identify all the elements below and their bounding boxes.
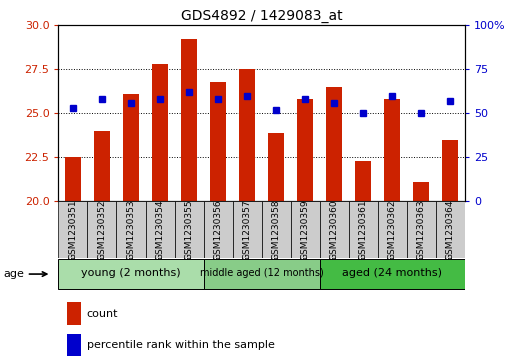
Text: GSM1230356: GSM1230356 xyxy=(213,199,223,260)
Bar xyxy=(355,161,371,201)
Bar xyxy=(291,201,320,258)
Bar xyxy=(94,131,110,201)
Text: GSM1230352: GSM1230352 xyxy=(98,199,107,260)
Text: GSM1230351: GSM1230351 xyxy=(69,199,77,260)
Bar xyxy=(348,201,378,258)
Text: GSM1230355: GSM1230355 xyxy=(184,199,194,260)
Bar xyxy=(378,201,407,258)
Bar xyxy=(442,140,458,201)
Text: aged (24 months): aged (24 months) xyxy=(342,268,442,278)
Bar xyxy=(233,201,262,258)
Text: count: count xyxy=(87,309,118,319)
Bar xyxy=(58,259,204,289)
Text: percentile rank within the sample: percentile rank within the sample xyxy=(87,340,275,350)
Bar xyxy=(116,201,145,258)
Bar xyxy=(210,82,226,201)
Text: GSM1230359: GSM1230359 xyxy=(301,199,310,260)
Bar xyxy=(145,201,175,258)
Text: GSM1230361: GSM1230361 xyxy=(359,199,368,260)
Bar xyxy=(407,201,436,258)
Bar xyxy=(436,201,465,258)
Text: young (2 months): young (2 months) xyxy=(81,268,181,278)
Bar xyxy=(204,201,233,258)
Text: GSM1230353: GSM1230353 xyxy=(126,199,136,260)
Bar xyxy=(297,99,313,201)
Bar xyxy=(123,94,139,201)
Text: GSM1230364: GSM1230364 xyxy=(446,199,455,260)
Bar xyxy=(320,259,465,289)
Text: GSM1230357: GSM1230357 xyxy=(243,199,251,260)
Bar xyxy=(262,201,291,258)
Bar xyxy=(87,201,116,258)
Text: middle aged (12 months): middle aged (12 months) xyxy=(200,268,324,278)
Bar xyxy=(384,99,400,201)
Bar xyxy=(152,64,168,201)
Bar xyxy=(239,69,255,201)
Bar xyxy=(204,259,320,289)
Bar xyxy=(65,158,81,201)
Text: GSM1230363: GSM1230363 xyxy=(417,199,426,260)
Bar xyxy=(320,201,348,258)
Bar xyxy=(67,334,81,356)
Bar xyxy=(175,201,204,258)
Text: GSM1230362: GSM1230362 xyxy=(388,199,397,260)
Text: age: age xyxy=(3,269,47,279)
Bar xyxy=(181,40,197,201)
Bar xyxy=(67,302,81,325)
Bar xyxy=(414,182,429,201)
Bar xyxy=(326,87,342,201)
Text: GSM1230358: GSM1230358 xyxy=(272,199,280,260)
Text: GSM1230354: GSM1230354 xyxy=(155,199,165,260)
Bar xyxy=(58,201,87,258)
Text: GSM1230360: GSM1230360 xyxy=(330,199,339,260)
Bar xyxy=(268,133,284,201)
Title: GDS4892 / 1429083_at: GDS4892 / 1429083_at xyxy=(181,9,342,23)
